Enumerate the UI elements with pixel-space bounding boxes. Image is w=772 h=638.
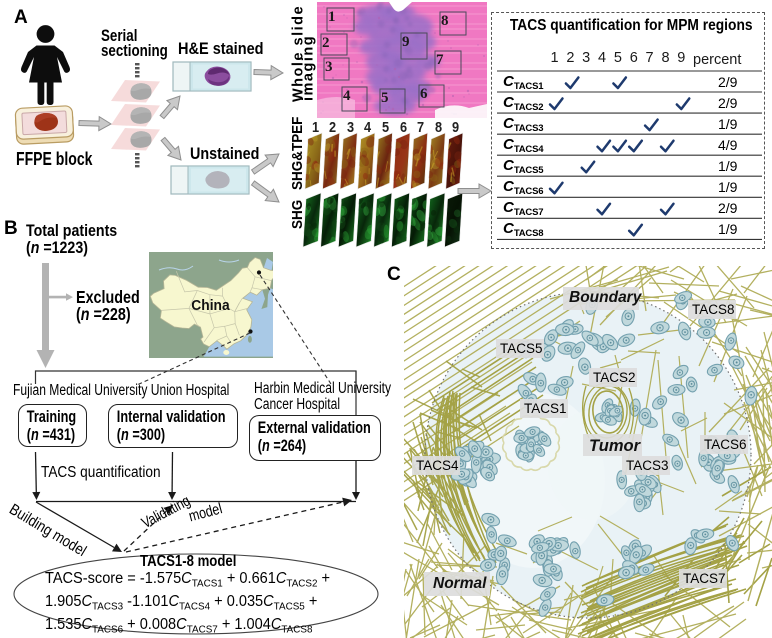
svg-text:China: China: [191, 298, 230, 315]
svg-text:TACS3: TACS3: [626, 458, 669, 473]
svg-text:SHG: SHG: [289, 200, 306, 229]
svg-text:7: 7: [436, 52, 444, 68]
svg-text:TACS5: TACS5: [500, 341, 543, 356]
svg-text:5: 5: [381, 90, 389, 106]
svg-text:TACS6: TACS6: [704, 437, 747, 452]
svg-text:2: 2: [322, 35, 330, 51]
svg-text:9: 9: [402, 34, 410, 50]
svg-text:TACS1: TACS1: [524, 401, 567, 416]
svg-text:imaging: imaging: [301, 35, 316, 101]
svg-text:TACS8: TACS8: [692, 302, 735, 317]
svg-text:Tumor: Tumor: [589, 437, 642, 455]
svg-text:3: 3: [325, 59, 333, 75]
svg-text:8: 8: [441, 13, 449, 29]
svg-text:TACS7: TACS7: [683, 571, 726, 586]
svg-text:SHG&TPEF: SHG&TPEF: [289, 116, 306, 190]
svg-text:Normal: Normal: [433, 575, 487, 592]
svg-text:4: 4: [343, 88, 351, 104]
svg-text:Boundary: Boundary: [569, 289, 643, 306]
svg-text:TACS2: TACS2: [593, 370, 636, 385]
svg-text:Whole slide: Whole slide: [291, 5, 307, 102]
svg-text:1: 1: [328, 9, 336, 25]
svg-text:6: 6: [420, 86, 428, 102]
svg-text:TACS4: TACS4: [416, 458, 459, 473]
